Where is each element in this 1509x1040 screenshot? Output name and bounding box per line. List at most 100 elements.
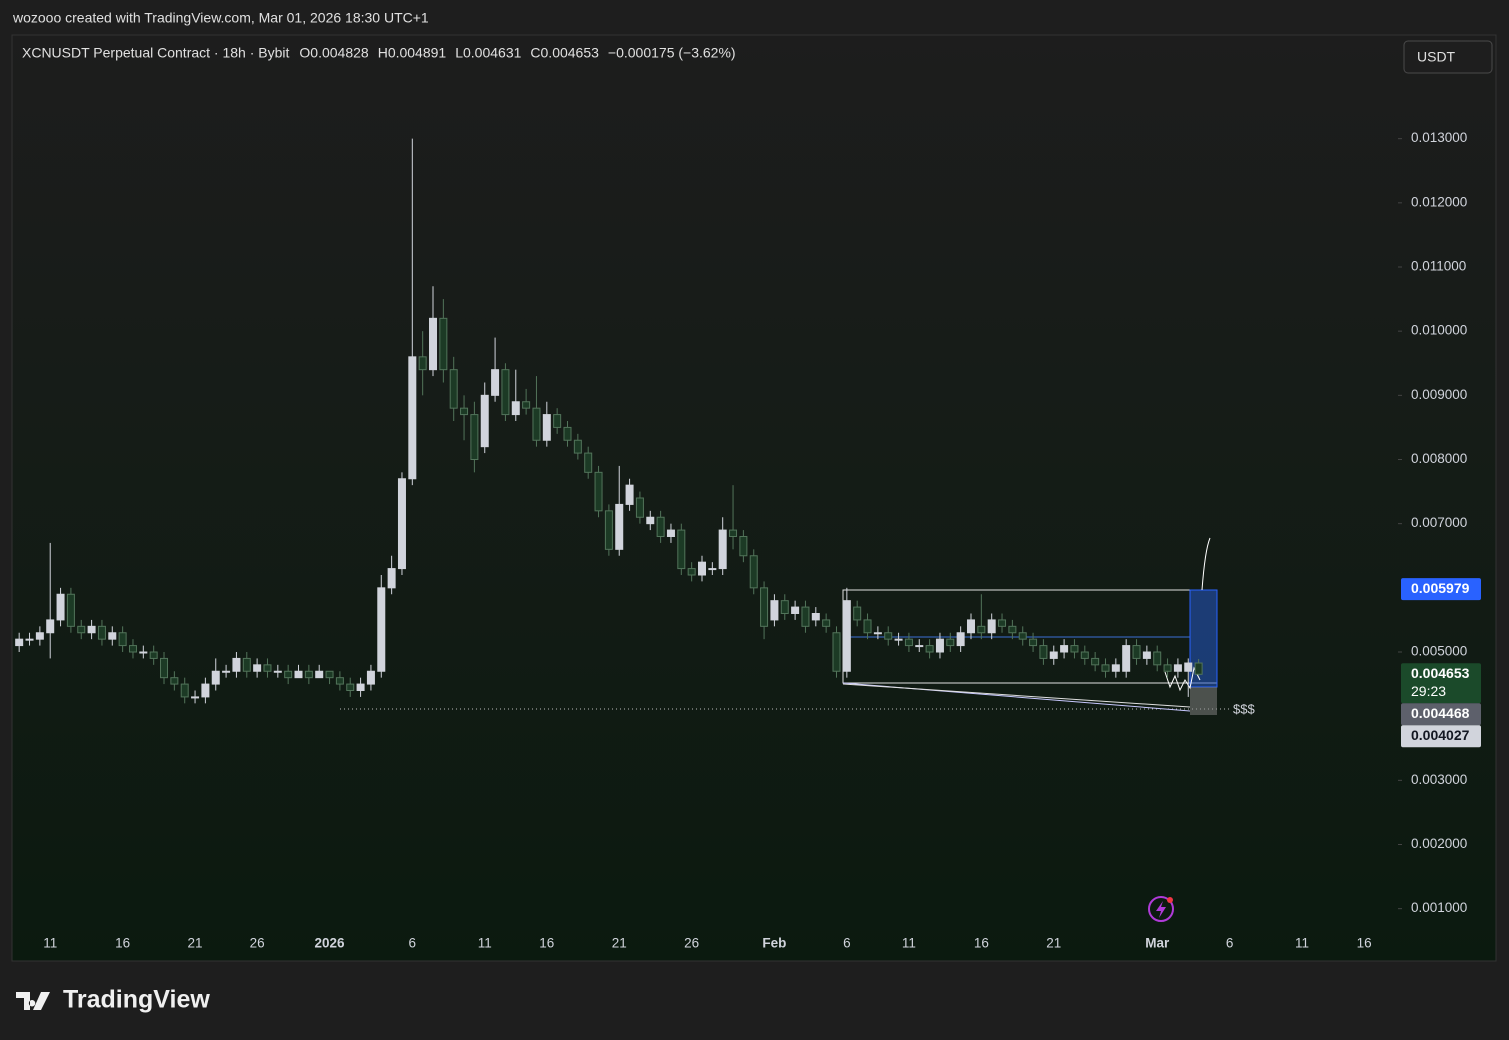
price-label: 0.004653 [1411,665,1470,681]
x-tick-label: Feb [762,936,786,951]
price-label: 0.005979 [1411,580,1470,596]
candle-body [46,619,55,634]
candle-body [925,645,934,653]
candle-body [873,632,882,635]
candle-body [97,625,106,640]
candle-body [470,414,479,461]
candle-body [387,568,396,589]
legend: XCNUSDT Perpetual Contract · 18h · Bybit… [22,45,736,61]
candle-body [791,606,800,614]
candle-body [304,670,313,679]
x-tick-label: 21 [1046,936,1061,951]
candle-body [677,529,686,570]
candle-body [397,478,406,570]
candle-body [1101,664,1110,672]
candle-body [1122,645,1131,672]
x-tick-label: 26 [684,936,699,951]
ohlc-value: H0.004891 [378,45,447,61]
candle-body [66,593,75,627]
candle-body [760,587,769,627]
trend-line [842,683,1191,708]
candle-body [501,369,510,416]
candle-body [998,619,1007,627]
candle-body [211,670,220,685]
candle-body [966,619,975,634]
currency-button[interactable] [1403,40,1493,74]
annotation: $$$ [1233,701,1255,716]
x-tick-label: 11 [902,936,916,951]
x-tick-label: 21 [188,936,203,951]
axes: 0.001000 0.002000 0.003000 0.005000 0.007000… [43,130,1481,951]
y-tick-label: 0.011000 [1411,259,1466,274]
candle-body [377,587,386,672]
candle-body [56,593,65,621]
alert-icon[interactable] [1148,896,1174,922]
candle-body [1173,664,1182,672]
candle-body [418,356,427,371]
candle-body [201,683,210,698]
x-tick-label: 6 [409,936,417,951]
candle-body [15,638,24,647]
candle-body [128,645,137,653]
candle-body [615,503,624,550]
candle-body [553,414,562,428]
candle-body [1184,662,1193,672]
ohlc-value: O0.004828 [299,45,368,61]
x-tick-label: 21 [612,936,627,951]
candle-body [718,529,727,570]
candle-body [977,625,986,634]
candle-body [987,619,996,634]
candle-body [853,606,862,621]
price-label: 0.004468 [1411,705,1470,721]
y-tick-label: 0.005000 [1411,644,1467,659]
candle-body [1029,638,1038,647]
candle-body [563,426,572,441]
candle-body [439,317,448,371]
candles [15,138,1203,704]
candle-body [729,529,738,537]
candle-body [1194,662,1203,675]
candle-body [242,657,251,672]
alert-dot [1167,897,1173,903]
price-label-box [1401,703,1481,726]
y-tick-label: 0.013000 [1411,130,1467,145]
path-sketch [1201,537,1211,591]
candle-body [356,683,365,691]
candle-body [780,600,789,615]
price-label: 0.004027 [1411,727,1470,743]
candle-body [801,606,810,627]
ohlc-value: C0.004653 [530,45,599,61]
candle-body [366,670,375,685]
x-tick-label: 11 [478,936,492,951]
candle-body [698,561,706,576]
candle-body [429,317,438,371]
candle-body [542,414,551,441]
candle-body [1060,645,1069,653]
candle-body [118,632,127,647]
candle-body [160,657,169,679]
y-tick-label: 0.001000 [1411,900,1467,915]
target-zone [1189,589,1218,688]
candle-body [294,670,303,679]
path-sketch [1164,666,1201,692]
candle-body [1153,651,1162,666]
candle-body [139,651,148,654]
candle-body [232,657,241,672]
x-tick-label: 11 [1295,936,1309,951]
x-tick-label: 16 [115,936,130,951]
countdown: 29:23 [1411,683,1446,699]
candle-body [1142,651,1151,659]
x-tick-label: 26 [250,936,265,951]
candle-body [1111,664,1120,672]
candle-body [263,664,272,672]
x-tick-label: 16 [1357,936,1372,951]
candle-body [956,632,965,647]
candle-body [884,632,893,640]
candle-body [180,683,189,698]
currency[interactable]: USDT [1417,49,1456,65]
price-label-box [1401,578,1481,601]
candle-body [108,632,117,640]
candle-body [904,638,913,647]
candle-body [522,401,531,409]
candle-body [863,619,872,634]
